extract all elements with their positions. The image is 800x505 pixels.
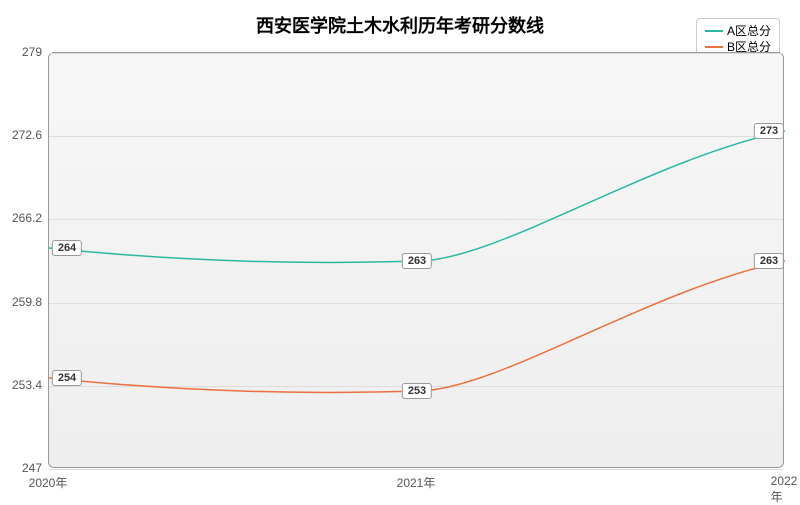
y-tick-label: 272.6 (12, 128, 42, 142)
gridline (49, 53, 783, 54)
gridline (49, 136, 783, 137)
chart-title: 西安医学院土木水利历年考研分数线 (0, 12, 800, 38)
x-tick-label: 2022年 (771, 474, 798, 505)
data-label: 263 (754, 253, 784, 269)
x-tick-label: 2021年 (397, 474, 436, 491)
gridline (49, 303, 783, 304)
data-label: 263 (402, 253, 432, 269)
series-a-line (49, 131, 785, 262)
legend-swatch-b (705, 46, 723, 48)
data-label: 253 (402, 383, 432, 399)
series-b-line (49, 261, 785, 392)
plot-area: 264 263 273 254 253 263 (48, 52, 784, 468)
legend-label-a: A区总分 (727, 23, 771, 39)
gridline (49, 219, 783, 220)
y-tick-label: 266.2 (12, 211, 42, 225)
data-label: 273 (754, 123, 784, 139)
y-tick-label: 253.4 (12, 378, 42, 392)
data-label: 264 (52, 240, 82, 256)
legend-swatch-a (705, 30, 723, 32)
y-tick-label: 259.8 (12, 295, 42, 309)
y-tick-label: 247 (22, 461, 42, 475)
legend-item-a: A区总分 (705, 23, 771, 39)
data-label: 254 (52, 370, 82, 386)
y-tick-label: 279 (22, 45, 42, 59)
chart-container: 西安医学院土木水利历年考研分数线 A区总分 B区总分 2642632732542… (0, 0, 800, 500)
gridline (49, 469, 783, 470)
x-tick-label: 2020年 (29, 474, 68, 491)
